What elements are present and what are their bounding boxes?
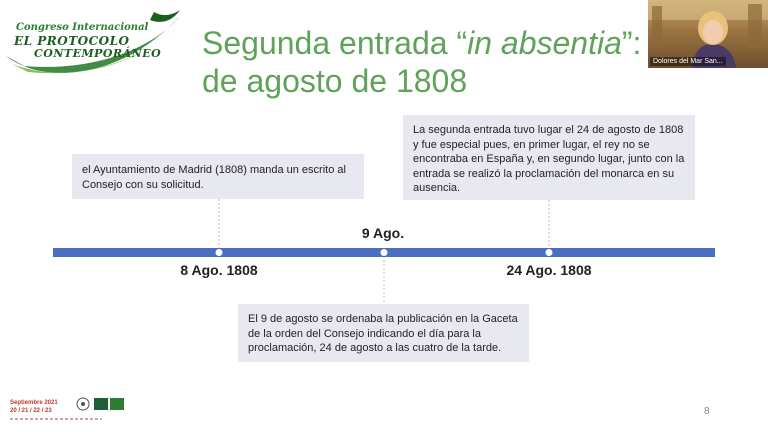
page-number: 8 (704, 406, 710, 417)
timeline-marker-middle (380, 249, 388, 256)
congress-logo: Congreso Internacional EL PROTOCOLO CONT… (4, 8, 184, 80)
participant-avatar-icon (648, 0, 768, 68)
footer-logos (76, 397, 124, 411)
slide-title-line1: Segunda entrada “in absentia”: (202, 24, 641, 62)
logo-text-contemporaneo: CONTEMPORÁNEO (34, 47, 162, 60)
footer-url-strip (10, 418, 102, 420)
title-prefix: Segunda entrada “ (202, 25, 468, 61)
event-box-left: el Ayuntamiento de Madrid (1808) manda u… (72, 154, 364, 199)
footer-date: Septiembre 2021 20 / 21 / 22 / 23 (10, 399, 58, 415)
footer-uned-logo-icon (94, 398, 108, 410)
participant-video[interactable]: Dolores del Mar San... (648, 0, 768, 68)
logo-text-congress: Congreso Internacional (16, 22, 149, 33)
logo-swoosh-icon (6, 10, 180, 74)
footer-seal-icon (76, 397, 90, 411)
footer-month: Septiembre 2021 (10, 400, 58, 406)
participant-name: Dolores del Mar San... (650, 57, 726, 66)
footer-days: 20 / 21 / 22 / 23 (10, 408, 52, 414)
footer-partner-logo-icon (110, 398, 124, 410)
slide-title-line2: de agosto de 1808 (202, 63, 468, 99)
event-box-right: La segunda entrada tuvo lugar el 24 de a… (403, 115, 695, 200)
date-label-left: 8 Ago. 1808 (180, 262, 258, 278)
title-emphasis: in absentia (467, 25, 622, 61)
title-suffix: ”: (621, 25, 642, 61)
timeline-marker-left (215, 249, 223, 256)
event-box-bottom: El 9 de agosto se ordenaba la publicació… (238, 304, 529, 362)
slide-title: Segunda entrada “in absentia”: de agosto… (202, 24, 641, 100)
logo-text-protocolo: EL PROTOCOLO (14, 34, 130, 48)
date-label-middle: 9 Ago. (361, 225, 405, 241)
date-label-right: 24 Ago. 1808 (506, 262, 592, 278)
timeline-marker-right (545, 249, 553, 256)
